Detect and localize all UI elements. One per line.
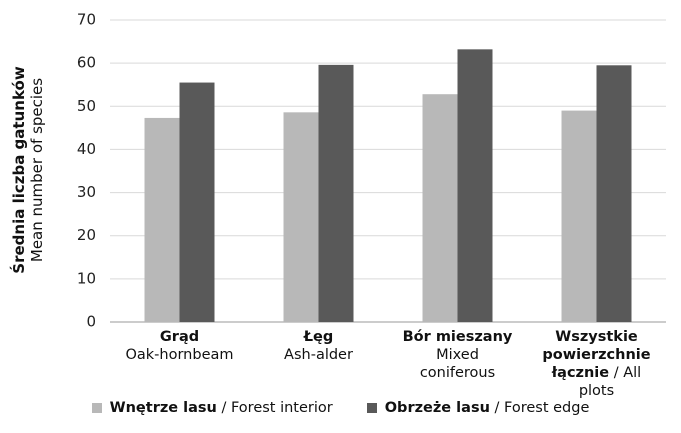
x-tick-label-pl: Bór mieszany bbox=[402, 329, 513, 345]
legend-label-en: / Forest interior bbox=[221, 400, 333, 416]
bar bbox=[144, 117, 180, 322]
legend-label: Obrzeże lasu / Forest edge bbox=[385, 400, 590, 416]
y-tick-label: 30 bbox=[77, 183, 96, 201]
legend-label: Wnętrze lasu / Forest interior bbox=[110, 400, 333, 416]
x-tick-label-pl: Grąd bbox=[159, 329, 200, 345]
x-tick-label: Grąd Oak-hornbeam bbox=[120, 328, 240, 364]
x-tick-label-en: / All plots bbox=[578, 365, 642, 399]
y-tick-label: 20 bbox=[77, 226, 96, 244]
x-tick-label-pl: Wszystkie powierzchnie łącznie bbox=[542, 329, 651, 381]
bar bbox=[457, 49, 493, 322]
y-tick-label: 50 bbox=[77, 97, 96, 115]
x-tick-label-en: Mixed coniferous bbox=[419, 347, 496, 381]
x-tick-label: Wszystkie powierzchnie łącznie / All plo… bbox=[537, 328, 657, 400]
y-tick-label: 60 bbox=[77, 54, 96, 72]
y-axis-label-pl: Średnia liczba gatunków bbox=[10, 66, 28, 274]
legend-swatch bbox=[91, 403, 102, 413]
bar bbox=[318, 64, 354, 323]
x-tick-label-en: Ash-alder bbox=[284, 347, 353, 363]
bar bbox=[283, 112, 319, 322]
legend-item: Obrzeże lasu / Forest edge bbox=[366, 400, 590, 416]
bar bbox=[179, 82, 215, 322]
y-axis-label-en: Mean number of species bbox=[28, 77, 46, 263]
bar bbox=[561, 110, 597, 322]
y-axis-label: Średnia liczba gatunków Mean number of s… bbox=[10, 40, 46, 300]
x-tick-label: Łęg Ash-alder bbox=[259, 328, 379, 364]
bar bbox=[596, 65, 632, 323]
legend-swatch bbox=[366, 403, 377, 413]
legend-label-en: / Forest edge bbox=[494, 400, 590, 416]
y-tick-label: 40 bbox=[77, 140, 96, 158]
legend-label-pl: Obrzeże lasu bbox=[384, 400, 490, 416]
x-tick-label-en: Oak-hornbeam bbox=[125, 347, 234, 363]
legend: Wnętrze lasu / Forest interior Obrzeże la… bbox=[0, 400, 681, 416]
x-tick-label: Bór mieszany Mixed coniferous bbox=[398, 328, 518, 382]
y-tick-label: 70 bbox=[77, 11, 96, 29]
bar bbox=[422, 94, 458, 322]
y-tick-label: 10 bbox=[77, 269, 96, 287]
legend-label-pl: Wnętrze lasu bbox=[109, 400, 217, 416]
legend-item: Wnętrze lasu / Forest interior bbox=[91, 400, 333, 416]
x-tick-label-pl: Łęg bbox=[303, 329, 334, 345]
y-tick-label: 0 bbox=[86, 313, 96, 331]
